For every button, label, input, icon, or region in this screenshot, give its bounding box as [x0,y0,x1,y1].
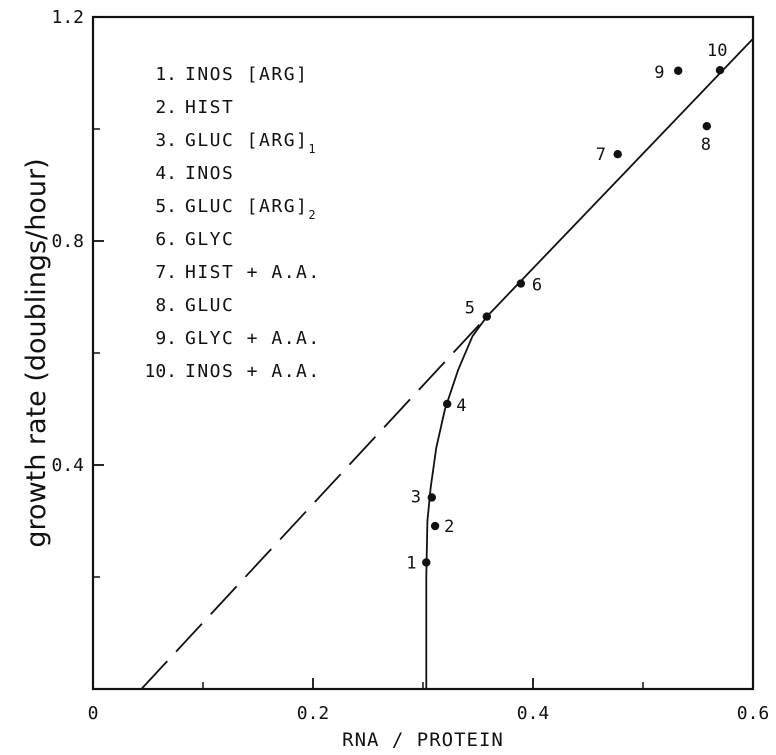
linear-fit-line [486,38,754,318]
legend-number: 10. [144,361,177,382]
data-points: 1 2 3 4 5 6 7 8 9 10 [406,41,727,573]
data-point [422,558,431,567]
y-tick-label: 0.8 [51,231,84,252]
legend-number: 4. [155,163,177,184]
x-tick-label: 0.6 [737,703,770,724]
legend-subscript: 1 [308,142,317,156]
legend-number: 6. [155,229,177,250]
axis-ticks: 0 0.2 0.4 0.60.40.81.2 [51,7,769,724]
legend-number: 1. [155,64,177,85]
legend-number: 2. [155,97,177,118]
legend-subscript: 2 [308,208,317,222]
x-axis-label: RNA / PROTEIN [342,729,504,751]
dashed-extrapolation-line [140,315,488,690]
data-point [482,312,491,321]
legend-label: HIST + A.A. [185,262,321,283]
legend-label: GLUC [ARG]1 [185,130,317,156]
legend-label: INOS [ARG] [185,64,308,85]
y-axis-label: growth rate (doublings/hour) [21,158,52,547]
data-point [443,399,452,409]
data-point-label: 6 [532,276,542,296]
data-point [674,66,683,75]
data-point [715,66,725,75]
legend: 1. INOS [ARG] 2. HIST 3. GLUC [ARG]1 4. INOS 5. G… [144,64,321,382]
data-point [430,521,440,531]
legend-label: GLUC [ARG]2 [185,196,317,222]
data-point-label: 7 [596,145,606,165]
data-point-label: 1 [406,553,416,573]
data-point [702,122,711,131]
data-point [613,150,622,159]
data-point-label: 2 [444,517,454,537]
legend-number: 5. [155,196,177,217]
y-tick-label: 0.4 [51,455,84,476]
legend-label: GLYC [185,229,234,250]
y-tick-label: 1.2 [51,7,84,28]
legend-number: 9. [155,328,177,349]
data-point-label: 9 [654,63,664,83]
data-point-label: 8 [701,135,711,155]
legend-label: HIST [185,97,234,118]
data-point-label: 4 [456,396,466,416]
legend-label: GLYC + A.A. [185,328,321,349]
legend-number: 8. [155,295,177,316]
data-point [516,279,526,288]
legend-label: INOS [185,163,234,184]
legend-number: 7. [155,262,177,283]
x-tick-label: 0 [88,703,99,724]
legend-number: 3. [155,130,177,151]
data-point-label: 5 [465,299,475,319]
x-tick-label: 0.2 [297,703,330,724]
legend-label: INOS + A.A. [185,361,321,382]
data-point-label: 10 [707,41,727,61]
data-point [427,493,436,502]
legend-label: GLUC [185,295,234,316]
x-tick-label: 0.4 [517,703,550,724]
data-point-label: 3 [411,487,421,507]
